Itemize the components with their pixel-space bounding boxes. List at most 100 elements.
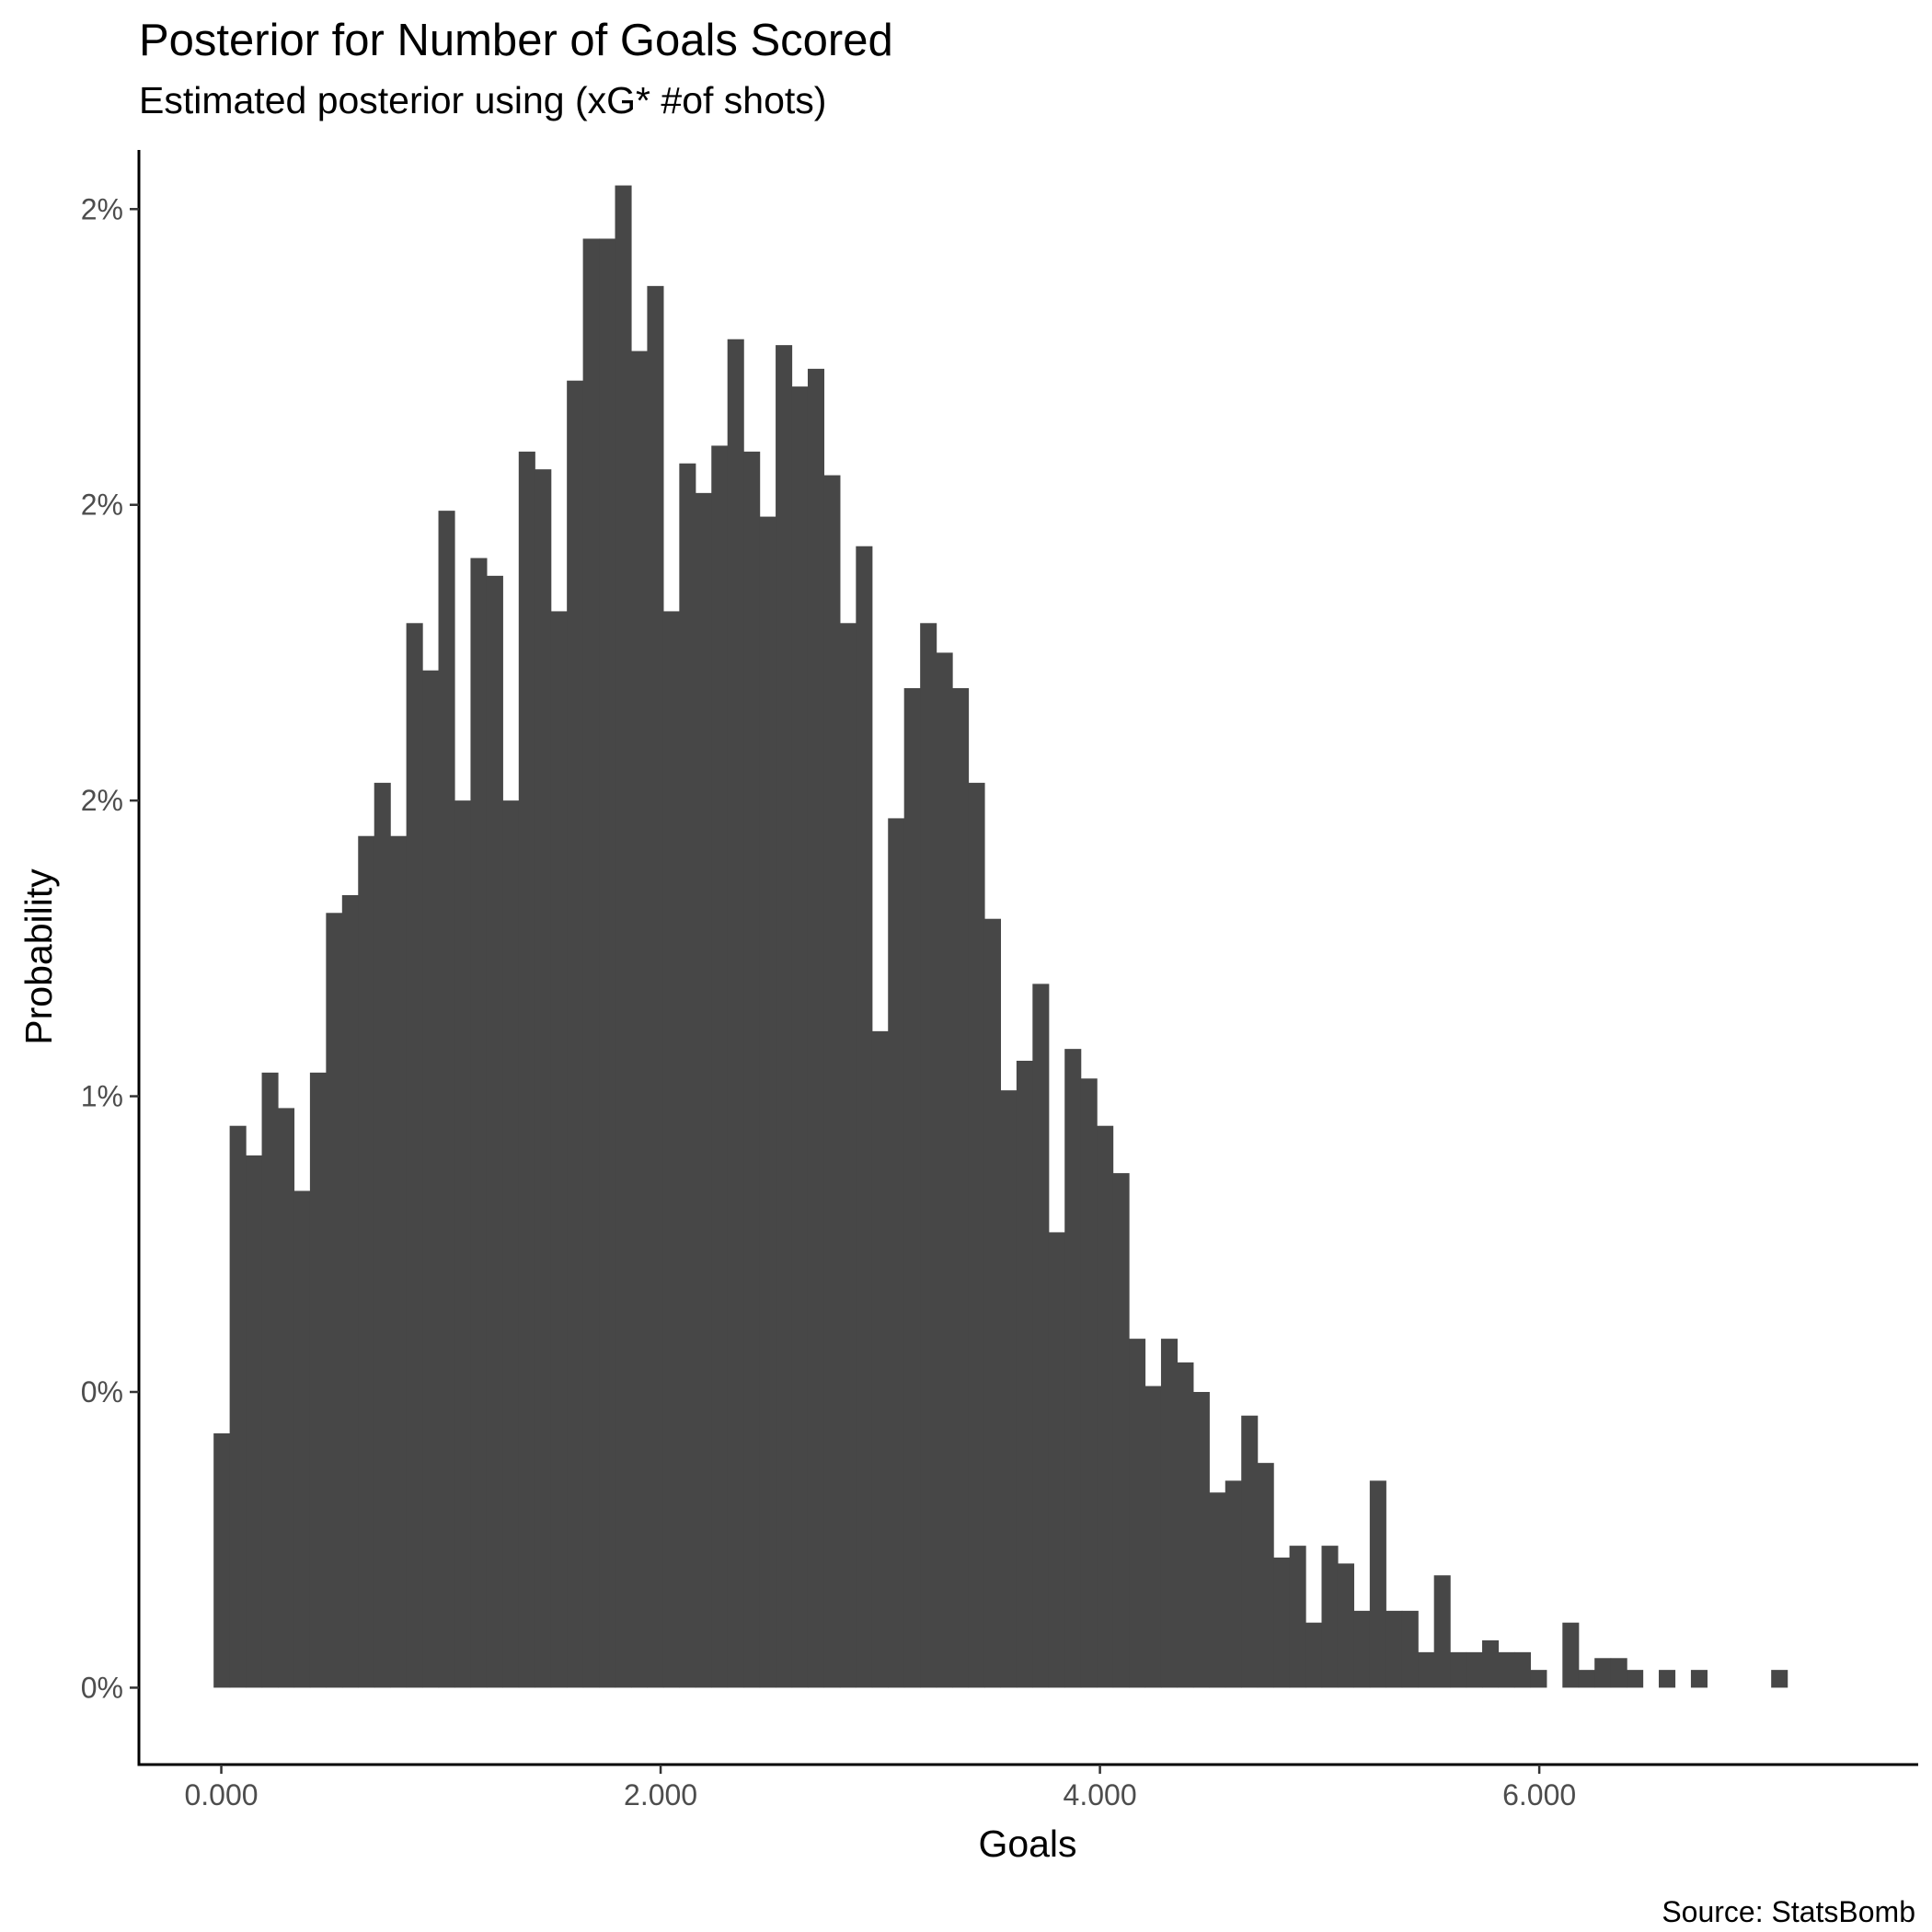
histogram-bar [1418,1651,1435,1688]
histogram-bar [662,611,680,1688]
y-tick-label: 2% [81,784,123,817]
histogram-bar [1097,1125,1114,1688]
histogram-bar [550,611,568,1688]
histogram-bar [1160,1339,1178,1688]
histogram-bar [823,475,841,1688]
histogram-bar [422,670,440,1688]
histogram-bar [1466,1651,1483,1688]
histogram-bar [1241,1415,1259,1688]
histogram-bar [374,782,391,1688]
x-tick-label: 6.000 [1502,1778,1576,1811]
histogram-bar [261,1072,279,1688]
x-tick-label: 4.000 [1064,1778,1137,1811]
histogram-bar [1305,1622,1323,1688]
histogram-bar [1594,1658,1612,1688]
histogram-bar [1177,1362,1194,1688]
histogram-bar [1659,1670,1676,1688]
chart-title: Posterior for Number of Goals Scored [139,16,893,65]
y-axis-title: Probability [17,868,60,1045]
histogram-bar [1386,1610,1403,1688]
histogram-bar [936,652,953,1688]
histogram-bar [1257,1463,1274,1688]
histogram-bar [1530,1670,1547,1688]
histogram-bar [727,339,744,1688]
histogram-bar [229,1125,247,1688]
histogram-bar [1562,1622,1580,1688]
histogram-bar [358,835,375,1688]
histogram-bar [952,688,970,1688]
histogram-bar [1080,1078,1098,1688]
histogram-bar [567,380,584,1688]
histogram-bar [1273,1558,1291,1688]
chart-subtitle: Estimated posterior using (xG* #of shots… [139,79,827,121]
histogram-bar [454,800,472,1688]
histogram-bar [1144,1386,1162,1688]
x-axis-ticks: 0.000 2.000 4.000 6.000 [184,1765,1576,1811]
histogram-bar [1209,1492,1226,1688]
histogram-bar [1627,1670,1644,1688]
y-tick-label: 1% [81,1080,123,1113]
histogram-bar [599,238,616,1688]
histogram-bar [1450,1651,1467,1688]
histogram-bar [1690,1670,1708,1688]
x-tick-label: 2.000 [624,1778,697,1811]
histogram-bar [1498,1651,1515,1688]
histogram-bar [293,1190,311,1688]
histogram-bar [486,575,503,1688]
histogram-bar [1048,1232,1065,1688]
histogram-bar [743,451,761,1688]
histogram-bar [278,1108,295,1688]
histogram-bar [903,688,921,1688]
histogram-bar [1578,1670,1595,1688]
histogram-bar [1112,1173,1130,1688]
chart-caption: Source: StatsBomb [1662,1895,1915,1928]
histogram-bar [1225,1480,1242,1688]
histogram-bar [647,285,664,1688]
histogram-bar [920,623,937,1688]
histogram-bar [1016,1061,1033,1688]
y-tick-label: 0% [81,1671,123,1704]
histogram-bar [326,913,343,1688]
histogram-bar [630,351,649,1688]
histogram-bar [983,918,1002,1688]
histogram-bar [535,469,552,1688]
histogram-bar [1482,1640,1500,1688]
histogram-bar [871,1030,889,1688]
histogram-bar [615,185,632,1688]
histogram-bar [791,386,809,1688]
y-tick-label: 2% [81,489,123,522]
histogram-bar [759,516,776,1688]
histogram-bar [1337,1563,1354,1688]
histogram-bar [1401,1610,1419,1688]
histogram-bar [1353,1610,1371,1688]
x-axis-title: Goals [978,1823,1076,1865]
histogram-bar [856,546,873,1688]
histogram-bar [406,623,423,1688]
histogram-bar [1000,1090,1018,1688]
histogram-bar [968,782,985,1688]
histogram-bar [1610,1658,1627,1688]
histogram-bar [776,345,793,1688]
histogram-bar [1369,1480,1386,1688]
histogram-bar [518,451,535,1688]
histogram-bar [695,492,712,1688]
histogram-bar [711,445,729,1688]
histogram-bar [807,368,825,1688]
histogram-bar [1513,1651,1531,1688]
histogram-bar [839,623,857,1688]
histogram-bar [1032,983,1050,1688]
histogram-bar [309,1072,327,1688]
histogram-bar [1433,1575,1451,1688]
y-tick-label: 0% [81,1375,123,1409]
histogram-bar [390,835,408,1688]
histogram-bar [1129,1339,1146,1688]
histogram-bar [1192,1392,1210,1688]
histogram-bar [888,818,905,1688]
x-tick-label: 0.000 [184,1778,258,1811]
histogram-bar [679,463,696,1688]
histogram-bar [1064,1049,1082,1688]
histogram-bar [213,1433,231,1688]
histogram-bar [582,238,600,1688]
histogram-bars [213,185,1788,1688]
